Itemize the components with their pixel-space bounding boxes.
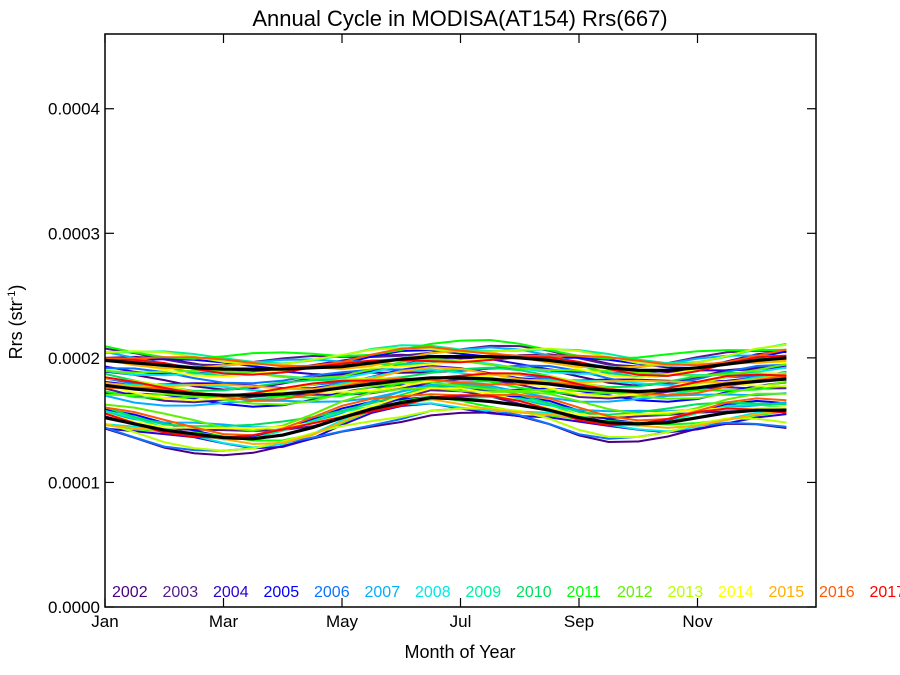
series-line-2014-upper — [104, 356, 787, 379]
series-line-2012-lower — [104, 386, 787, 432]
series-line-2015-mean — [104, 366, 787, 391]
series-line-2013-lower — [104, 406, 787, 452]
series-line-2003-lower — [104, 389, 787, 433]
legend-item-2014: 2014 — [718, 584, 754, 601]
legend-item-2012: 2012 — [617, 584, 653, 601]
series-line-2016-upper — [104, 346, 787, 368]
legend-item-2002: 2002 — [112, 584, 148, 601]
x-tick-label: Nov — [682, 612, 713, 631]
legend-item-2008: 2008 — [415, 584, 451, 601]
mean-line-mean — [104, 376, 787, 397]
y-tick-labels: 0.0000 0.0001 0.0002 0.0003 0.0004 — [48, 100, 100, 617]
chart-title: Annual Cycle in MODISA(AT154) Rrs(667) — [252, 6, 667, 31]
y-axis-label-close: ) — [6, 285, 26, 291]
x-tick-label: Sep — [564, 612, 594, 631]
legend-item-2007: 2007 — [365, 584, 401, 601]
mean-line-lower — [104, 396, 787, 441]
legend-item-2013: 2013 — [668, 584, 704, 601]
x-tick-label: Mar — [209, 612, 239, 631]
legend-item-2009: 2009 — [466, 584, 502, 601]
plot-lines — [104, 338, 787, 457]
y-tick-label: 0.0001 — [48, 473, 100, 492]
legend-item-2010: 2010 — [516, 584, 552, 601]
x-tick-label: Jul — [450, 612, 472, 631]
x-tick-label: May — [326, 612, 359, 631]
series-line-2017-upper — [104, 354, 787, 377]
legend-item-2015: 2015 — [769, 584, 805, 601]
y-axis-label: Rrs (str-1) — [6, 285, 26, 360]
y-tick-label: 0.0004 — [48, 100, 100, 119]
series-line-2011-upper — [104, 338, 787, 360]
legend-item-2011: 2011 — [567, 584, 602, 601]
legend-item-2003: 2003 — [163, 584, 199, 601]
y-axis-label-main: Rrs (str — [6, 300, 26, 359]
mean-line-upper — [104, 355, 787, 372]
legend-item-2006: 2006 — [314, 584, 350, 601]
y-axis-label-sup: -1 — [6, 291, 18, 301]
y-tick-label: 0.0000 — [48, 598, 100, 617]
series-line-2014-lower — [104, 387, 787, 430]
y-tick-label: 0.0003 — [48, 224, 100, 243]
legend: 2002 2003 2004 2005 2006 2007 2008 2009 2010 2011… — [112, 584, 900, 601]
legend-item-2004: 2004 — [213, 584, 249, 601]
x-axis-label: Month of Year — [404, 642, 515, 662]
legend-item-2005: 2005 — [264, 584, 300, 601]
x-tick-label: Jan — [91, 612, 118, 631]
x-tick-labels: Jan Mar May Jul Sep Nov — [91, 612, 713, 631]
legend-item-2017: 2017 — [870, 584, 900, 601]
legend-item-2016: 2016 — [819, 584, 855, 601]
y-tick-label: 0.0002 — [48, 349, 100, 368]
series-line-2002-lower — [104, 411, 787, 457]
plot-frame — [104, 33, 817, 608]
